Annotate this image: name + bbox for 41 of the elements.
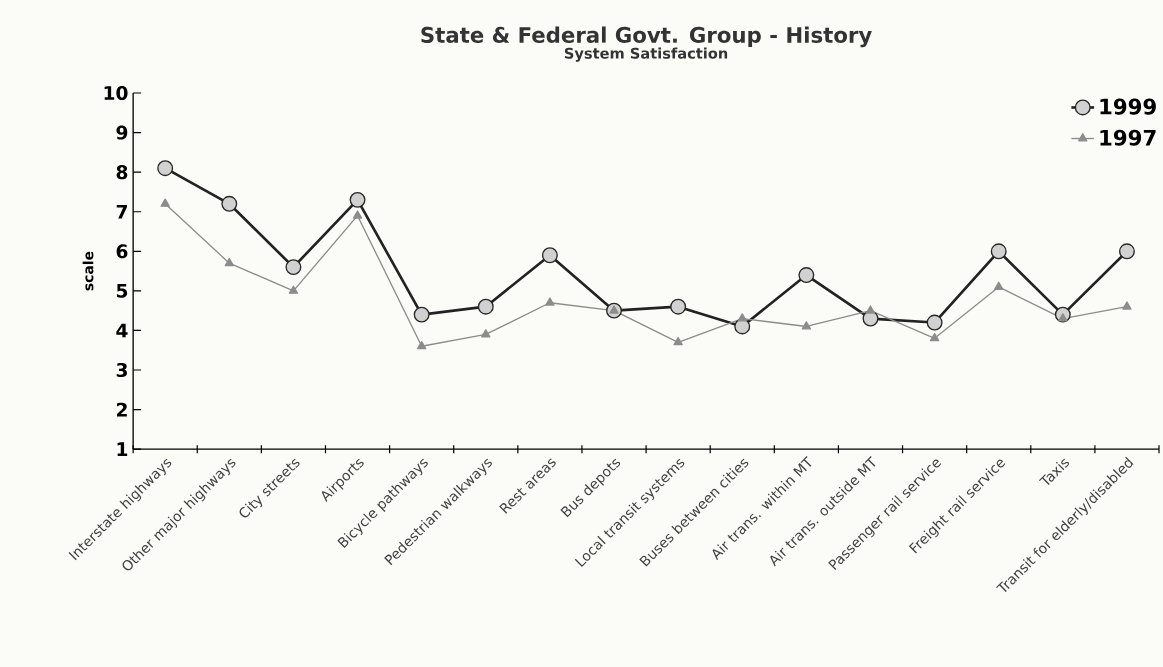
point xyxy=(929,333,940,342)
y-tick-label: 1 xyxy=(117,442,128,456)
point xyxy=(926,314,943,331)
y-axis-title: scale xyxy=(82,251,94,291)
y-tick-label: 9 xyxy=(116,125,128,140)
point xyxy=(1122,301,1132,310)
point xyxy=(160,198,170,207)
chart-title: State & Federal Govt. Group - History xyxy=(421,26,872,48)
point xyxy=(865,305,876,314)
legend-label: 1999 xyxy=(1100,98,1156,115)
point xyxy=(221,195,238,212)
y-tick-label: 2 xyxy=(116,402,127,417)
point xyxy=(413,306,430,323)
point xyxy=(990,243,1007,260)
y-tick-label: 4 xyxy=(116,323,128,338)
y-tick-label: 7 xyxy=(116,204,127,219)
point xyxy=(481,329,491,338)
point xyxy=(670,298,687,315)
y-tick-label: 6 xyxy=(116,244,128,259)
legend-label: 1997 xyxy=(1100,129,1156,146)
point xyxy=(285,259,302,276)
point xyxy=(541,247,558,264)
point xyxy=(673,336,683,346)
y-tick-label: 10 xyxy=(104,85,128,101)
point xyxy=(1118,243,1135,260)
point xyxy=(224,257,235,267)
point xyxy=(349,191,366,208)
y-tick-label: 3 xyxy=(116,362,127,378)
point xyxy=(157,160,174,177)
point xyxy=(352,210,363,219)
point xyxy=(416,340,427,350)
point xyxy=(477,298,494,315)
y-tick-label: 5 xyxy=(116,283,128,298)
point xyxy=(737,313,747,322)
point xyxy=(288,285,299,294)
chart-subtitle: System Satisfaction xyxy=(564,47,728,62)
point xyxy=(798,267,815,283)
y-tick-label: 8 xyxy=(116,165,128,180)
point xyxy=(545,297,555,306)
point xyxy=(801,321,812,330)
point xyxy=(994,281,1004,290)
